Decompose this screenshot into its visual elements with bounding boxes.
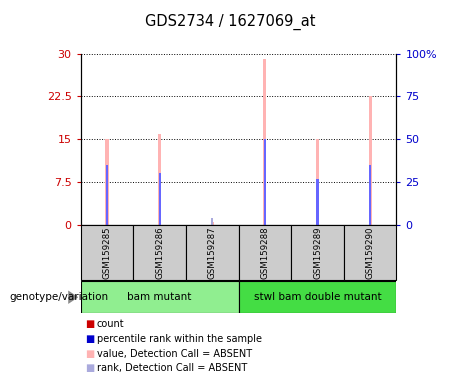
Bar	[264, 139, 266, 225]
Bar	[106, 165, 108, 225]
Bar	[316, 139, 319, 225]
Text: count: count	[97, 319, 124, 329]
Text: rank, Detection Call = ABSENT: rank, Detection Call = ABSENT	[97, 363, 247, 373]
Text: GSM159290: GSM159290	[366, 226, 375, 279]
Text: ■: ■	[85, 319, 95, 329]
Bar	[316, 179, 319, 225]
Text: percentile rank within the sample: percentile rank within the sample	[97, 334, 262, 344]
Text: ■: ■	[85, 334, 95, 344]
Text: value, Detection Call = ABSENT: value, Detection Call = ABSENT	[97, 349, 252, 359]
Text: stwl bam double mutant: stwl bam double mutant	[254, 292, 381, 302]
Bar	[211, 222, 214, 225]
Text: GSM159287: GSM159287	[208, 226, 217, 279]
Bar	[159, 174, 161, 225]
Bar	[158, 134, 161, 225]
Text: ■: ■	[85, 363, 95, 373]
Text: GSM159285: GSM159285	[102, 226, 112, 279]
Text: GSM159288: GSM159288	[260, 226, 269, 279]
FancyBboxPatch shape	[81, 225, 133, 280]
FancyBboxPatch shape	[239, 225, 291, 280]
Text: ■: ■	[85, 349, 95, 359]
FancyBboxPatch shape	[186, 225, 239, 280]
FancyBboxPatch shape	[81, 281, 239, 313]
FancyBboxPatch shape	[344, 225, 396, 280]
Text: GSM159286: GSM159286	[155, 226, 164, 279]
Bar	[263, 60, 266, 225]
Bar	[211, 218, 213, 225]
Bar	[369, 165, 371, 225]
Text: GDS2734 / 1627069_at: GDS2734 / 1627069_at	[145, 13, 316, 30]
FancyBboxPatch shape	[291, 225, 344, 280]
Text: genotype/variation: genotype/variation	[9, 292, 108, 302]
Text: GSM159289: GSM159289	[313, 226, 322, 279]
Bar	[106, 139, 109, 225]
FancyBboxPatch shape	[133, 225, 186, 280]
FancyBboxPatch shape	[239, 281, 396, 313]
Text: bam mutant: bam mutant	[127, 292, 192, 302]
Bar	[368, 96, 372, 225]
Polygon shape	[68, 291, 78, 304]
